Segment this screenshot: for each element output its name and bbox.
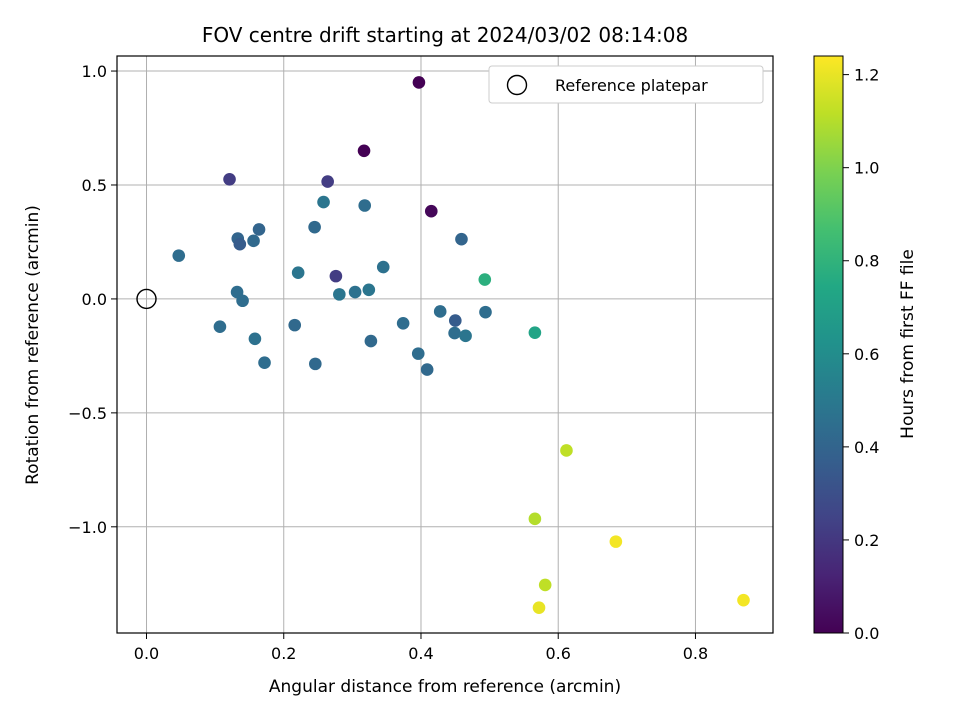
data-point — [213, 320, 227, 334]
data-point — [412, 76, 426, 89]
data-point — [396, 317, 410, 330]
reference-point-marker — [136, 288, 157, 310]
colorbar-tick-label: 0.6 — [854, 345, 879, 364]
data-point — [455, 232, 468, 246]
colorbar-ticks: 0.0 0.2 0.4 0.6 0.8 1.0 1.2 — [843, 66, 879, 643]
y-axis-label: Rotation from reference (arcmin) — [23, 205, 43, 485]
colorbar-tick-label: 0.4 — [854, 438, 879, 457]
data-point — [252, 223, 266, 236]
data-point — [560, 444, 573, 457]
y-tick-label: 0.5 — [82, 176, 107, 195]
colorbar-gradient — [813, 55, 844, 634]
data-point — [433, 305, 447, 318]
x-tick-label: 0.4 — [408, 644, 433, 663]
grid — [117, 56, 773, 633]
x-tick-label: 0.2 — [271, 644, 296, 663]
data-point — [528, 512, 542, 526]
data-point — [737, 593, 750, 607]
x-tick-label: 0.6 — [545, 644, 570, 663]
data-point — [424, 204, 438, 218]
data-point — [291, 266, 305, 280]
data-point — [420, 363, 434, 376]
data-point — [362, 283, 376, 297]
data-point — [258, 356, 271, 370]
colorbar-label: Hours from first FF file — [898, 249, 918, 439]
y-axis-ticks: 1.0 0.5 0.0 −0.5 −1.0 — [68, 62, 117, 537]
data-point — [348, 285, 362, 299]
data-point — [364, 334, 378, 348]
x-axis-ticks: 0.0 0.2 0.4 0.6 0.8 — [134, 633, 708, 663]
colorbar: 0.0 0.2 0.4 0.6 0.8 1.0 1.2 Hours from first F… — [813, 55, 918, 643]
data-point — [172, 249, 186, 262]
data-point — [329, 269, 343, 283]
data-point — [479, 305, 492, 319]
plot-frame — [116, 55, 774, 634]
legend: Reference platepar — [488, 65, 764, 104]
data-point — [459, 329, 472, 343]
colorbar-tick-label: 0.2 — [854, 531, 879, 550]
data-point — [248, 332, 262, 346]
colorbar-tick-label: 0.8 — [854, 252, 879, 271]
data-point — [528, 326, 542, 339]
y-tick-label: 0.0 — [82, 290, 107, 309]
scatter-points — [172, 76, 750, 615]
data-point — [233, 237, 247, 251]
y-tick-label: −0.5 — [68, 404, 107, 423]
data-point — [333, 288, 346, 301]
colorbar-tick-label: 1.2 — [854, 66, 879, 85]
data-point — [358, 199, 372, 212]
data-point — [411, 347, 425, 360]
data-point — [448, 314, 462, 327]
colorbar-tick-label: 0.0 — [854, 624, 879, 643]
data-point — [609, 535, 623, 548]
data-point — [376, 260, 390, 274]
legend-entry-reference: Reference platepar — [555, 76, 708, 95]
data-point — [317, 195, 330, 209]
data-point — [448, 326, 461, 340]
data-point — [309, 357, 322, 371]
data-point — [308, 220, 321, 234]
data-point — [532, 601, 546, 615]
y-tick-label: −1.0 — [68, 518, 107, 537]
data-point — [236, 294, 249, 308]
data-point — [223, 172, 236, 186]
data-point — [247, 234, 260, 248]
x-tick-label: 0.0 — [134, 644, 159, 663]
colorbar-tick-label: 1.0 — [854, 159, 879, 178]
data-point — [538, 578, 552, 592]
data-point — [357, 144, 371, 158]
reference-layer — [136, 288, 157, 310]
data-point — [288, 318, 302, 332]
legend-box — [488, 65, 764, 104]
y-tick-label: 1.0 — [82, 62, 107, 81]
x-axis-label: Angular distance from reference (arcmin) — [269, 677, 621, 697]
data-point — [321, 175, 334, 188]
chart-title: FOV centre drift starting at 2024/03/02 … — [202, 23, 688, 47]
x-tick-label: 0.8 — [683, 644, 708, 663]
legend-reference-marker — [506, 74, 528, 96]
data-point — [478, 273, 492, 286]
